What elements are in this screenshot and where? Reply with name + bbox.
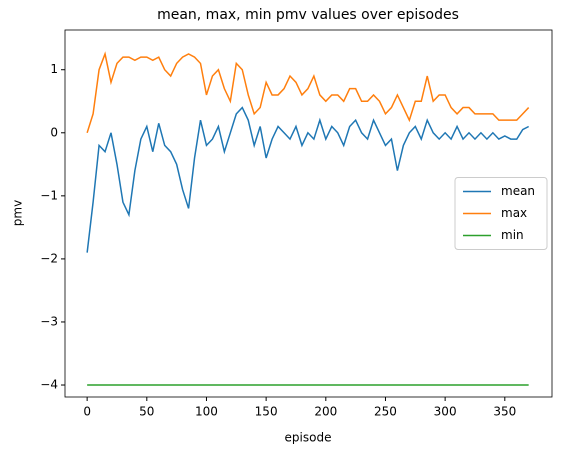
y-tick-label: 0 [50, 125, 58, 139]
series-line [86, 106, 530, 253]
legend-label: mean [501, 184, 535, 198]
x-tick-label: 50 [139, 405, 154, 419]
x-axis-label: episode [285, 431, 332, 445]
y-tick-label: 1 [50, 62, 58, 76]
chart-title: mean, max, min pmv values over episodes [157, 7, 459, 23]
y-tick-label: −1 [40, 188, 58, 202]
x-tick-label: 350 [493, 405, 516, 419]
plot-frame [64, 29, 553, 398]
y-tick-label: −4 [40, 378, 58, 392]
x-tick-label: 100 [195, 405, 218, 419]
legend: mean max min [454, 177, 548, 250]
legend-box [454, 177, 548, 250]
y-tick-label: −2 [40, 251, 58, 265]
y-axis-label: pmv [11, 200, 25, 226]
y-tick-label: −3 [40, 314, 58, 328]
legend-label: max [501, 206, 527, 220]
series-line [86, 51, 530, 134]
x-tick-label: 0 [83, 405, 91, 419]
x-tick-label: 150 [255, 405, 278, 419]
x-tick-label: 200 [314, 405, 337, 419]
legend-label: min [501, 228, 524, 242]
x-tick-label: 300 [434, 405, 457, 419]
x-tick-label: 250 [374, 405, 397, 419]
